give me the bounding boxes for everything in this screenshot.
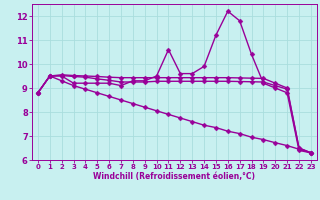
- X-axis label: Windchill (Refroidissement éolien,°C): Windchill (Refroidissement éolien,°C): [93, 172, 255, 181]
